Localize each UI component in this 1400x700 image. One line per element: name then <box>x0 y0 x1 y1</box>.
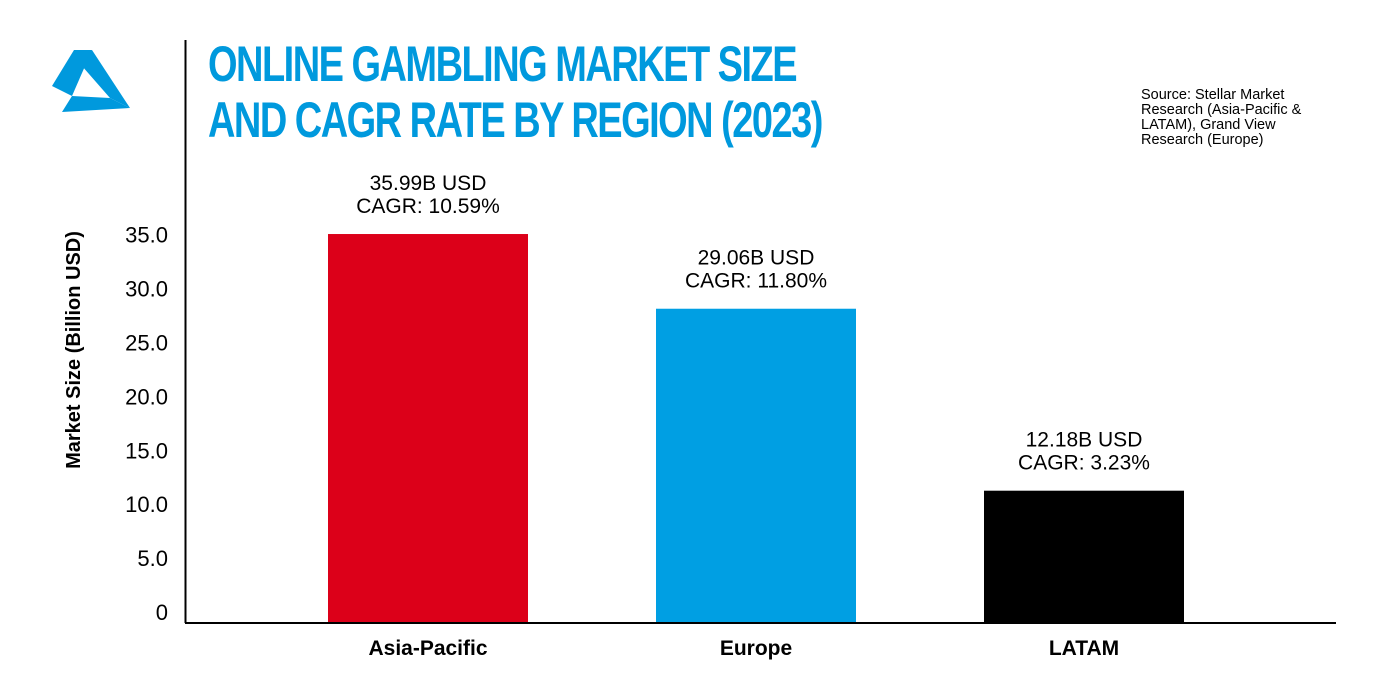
y-axis-title: Market Size (Billion USD) <box>63 231 85 469</box>
y-tick-label: 15.0 <box>125 438 168 463</box>
bar-europe <box>656 308 856 622</box>
y-tick-label: 10.0 <box>125 492 168 517</box>
title-line-2: AND CAGR RATE BY REGION (2023) <box>208 92 823 148</box>
title-line-1: ONLINE GAMBLING MARKET SIZE <box>208 36 798 92</box>
data-label: CAGR: 11.80% <box>685 270 827 293</box>
bar-latam <box>984 490 1184 622</box>
data-label: CAGR: 3.23% <box>1018 452 1150 475</box>
y-tick-label: 20.0 <box>125 384 168 409</box>
y-tick-label: 30.0 <box>125 277 168 302</box>
x-category-label: LATAM <box>1049 637 1119 660</box>
x-category-label: Europe <box>720 637 792 660</box>
y-tick-label: 5.0 <box>137 546 168 571</box>
y-tick-label: 25.0 <box>125 331 168 356</box>
brand-logo-icon <box>52 50 130 112</box>
data-label: CAGR: 10.59% <box>356 195 500 218</box>
chart-title: ONLINE GAMBLING MARKET SIZE AND CAGR RAT… <box>208 36 823 148</box>
y-tick-label: 0 <box>156 600 168 625</box>
y-tick-label: 35.0 <box>125 223 168 248</box>
data-label: 29.06B USD <box>698 247 815 270</box>
bar-asia-pacific <box>328 234 528 622</box>
source-note: Source: Stellar Market Research (Asia-Pa… <box>1141 87 1302 148</box>
data-label: 12.18B USD <box>1026 429 1143 452</box>
x-category-label: Asia-Pacific <box>368 637 487 660</box>
data-label: 35.99B USD <box>370 172 487 195</box>
